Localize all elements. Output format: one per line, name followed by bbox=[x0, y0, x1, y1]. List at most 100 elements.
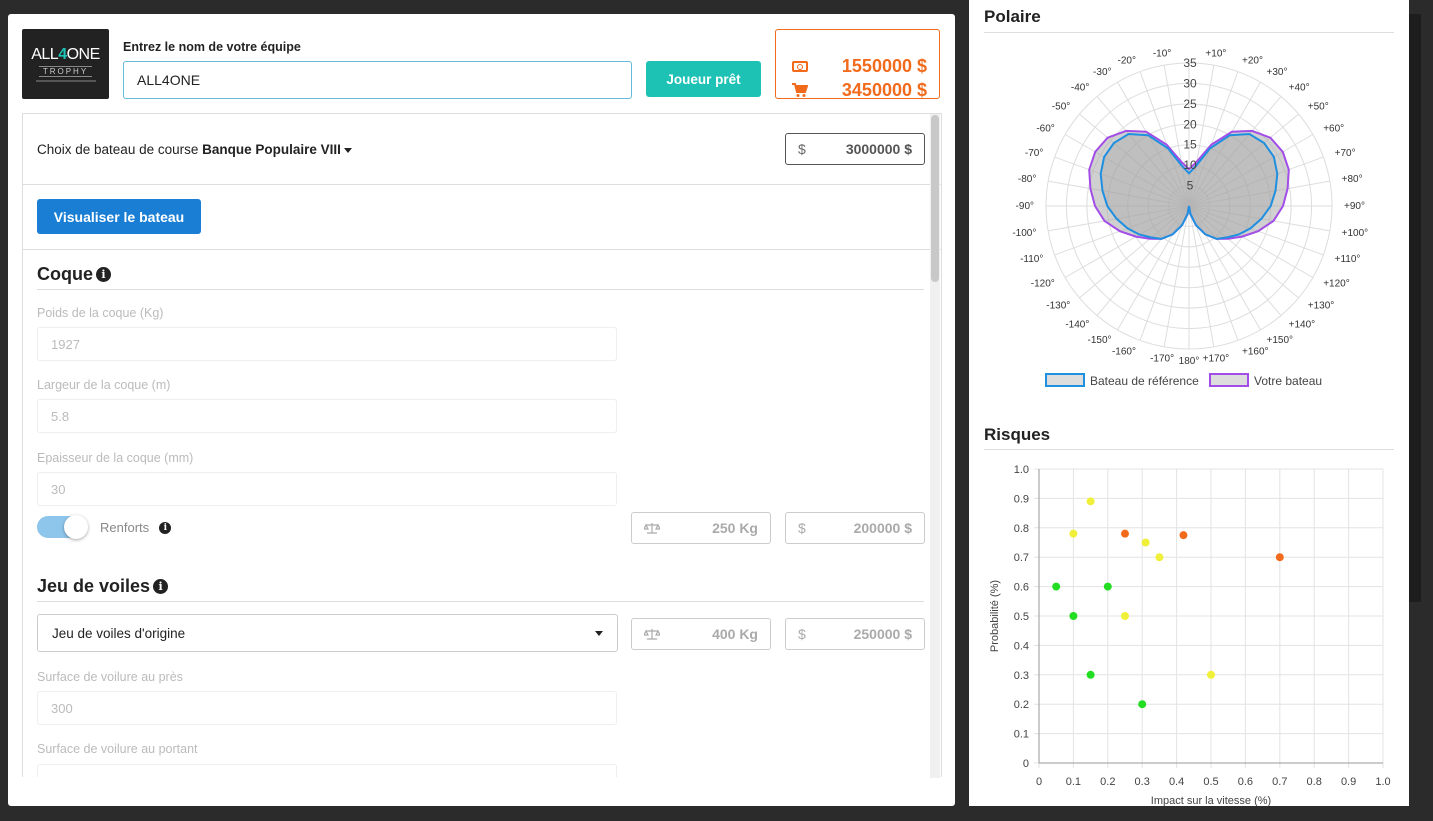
boat-choice-dropdown[interactable]: Choix de bateau de course Banque Populai… bbox=[37, 142, 352, 157]
visualise-boat-button[interactable]: Visualiser le bateau bbox=[37, 199, 201, 234]
polar-angle-label: -150° bbox=[1087, 335, 1111, 346]
caret-down-icon bbox=[343, 147, 352, 153]
legend-swatch-yours bbox=[1209, 373, 1249, 387]
risk-point bbox=[1069, 529, 1078, 538]
sails-price-field: $ 250000 $ bbox=[785, 618, 925, 650]
polar-angle-label: -40° bbox=[1071, 82, 1089, 93]
polar-angle-label: +20° bbox=[1242, 55, 1263, 66]
polar-chart: 5 10 15 20 25 30 35 180° -170° -160°-150° -140° -13… bbox=[1012, 48, 1369, 388]
x-tick-label: 0.6 bbox=[1238, 776, 1253, 788]
polar-radial-tick: 20 bbox=[1183, 117, 1197, 131]
upwind-surface-label: Surface de voilure au près bbox=[37, 670, 183, 684]
x-tick-label: 0.3 bbox=[1135, 776, 1150, 788]
risk-grid bbox=[1034, 468, 1384, 768]
player-ready-button[interactable]: Joueur prêt bbox=[646, 61, 761, 97]
cash-value: 1550000 $ bbox=[841, 55, 927, 76]
polar-angle-label: +150° bbox=[1267, 335, 1294, 346]
downwind-surface-label: Surface de voilure au portant bbox=[37, 742, 198, 756]
sails-select[interactable]: Jeu de voiles d'origine bbox=[37, 614, 618, 652]
polar-grid-spoke bbox=[1188, 205, 1215, 347]
hull-width-input[interactable]: 5.8 bbox=[37, 399, 617, 433]
polar-radial-tick: 30 bbox=[1183, 76, 1197, 90]
hull-weight-input[interactable]: 1927 bbox=[37, 327, 617, 361]
boat-choice-prefix: Choix de bateau de course bbox=[37, 142, 203, 157]
legend-label-yours: Votre bateau bbox=[1254, 374, 1322, 388]
hull-divider bbox=[37, 289, 924, 290]
x-tick-label: 0.7 bbox=[1272, 776, 1287, 788]
team-config-panel: ALL4ONE TROPHY Entrez le nom de votre éq… bbox=[8, 14, 955, 806]
team-name-input[interactable] bbox=[123, 61, 632, 99]
hull-section-title: Coque i bbox=[37, 264, 111, 285]
upwind-surface-input[interactable]: 300 bbox=[37, 691, 617, 725]
balance-scale-icon bbox=[644, 523, 660, 534]
x-tick-label: 0.4 bbox=[1169, 776, 1184, 788]
hull-thickness-label: Epaisseur de la coque (mm) bbox=[37, 451, 194, 465]
hull-width-label: Largeur de la coque (m) bbox=[37, 378, 171, 392]
y-tick-label: 0.3 bbox=[1014, 670, 1029, 682]
sails-weight-field: 400 Kg bbox=[631, 618, 771, 650]
dollar-icon: $ bbox=[798, 141, 806, 157]
y-tick-label: 0.4 bbox=[1014, 640, 1029, 652]
risk-point bbox=[1275, 553, 1284, 562]
sails-weight-value: 400 Kg bbox=[712, 626, 758, 642]
polar-radial-tick: 10 bbox=[1183, 158, 1197, 172]
polar-angle-label: +100° bbox=[1342, 228, 1369, 239]
y-tick-label: 0.8 bbox=[1014, 523, 1029, 535]
polar-angle-label: +110° bbox=[1335, 254, 1361, 265]
polar-angle-label: -170° bbox=[1150, 354, 1174, 365]
reinforcement-toggle[interactable] bbox=[37, 515, 88, 539]
boat-choice-value: Banque Populaire VIII bbox=[202, 142, 341, 157]
reinforcement-weight-value: 250 Kg bbox=[712, 520, 758, 536]
polar-grid-spoke bbox=[1163, 205, 1190, 347]
visualise-row: Visualiser le bateau bbox=[23, 185, 941, 250]
sails-price-value: 250000 $ bbox=[853, 626, 912, 642]
polar-angle-label: +80° bbox=[1342, 174, 1363, 185]
hull-thickness-input[interactable]: 30 bbox=[37, 472, 617, 506]
polar-angle-label: +50° bbox=[1308, 101, 1329, 112]
budget-box: 1550000 $ 3450000 $ bbox=[775, 29, 940, 100]
info-icon[interactable]: i bbox=[159, 521, 172, 534]
polar-angle-label: +60° bbox=[1323, 124, 1344, 135]
polar-angle-label: -70° bbox=[1025, 148, 1043, 159]
boat-price-field: $ 3000000 $ bbox=[785, 133, 925, 165]
caret-down-icon bbox=[595, 630, 603, 636]
reinforcement-price-value: 200000 $ bbox=[853, 520, 912, 536]
polar-angle-label: -140° bbox=[1065, 320, 1089, 331]
polar-divider bbox=[984, 32, 1394, 33]
polar-angle-label: -130° bbox=[1046, 301, 1070, 312]
polar-angle-label: -80° bbox=[1018, 174, 1036, 185]
boat-config-scroll-area[interactable]: Choix de bateau de course Banque Populai… bbox=[22, 113, 942, 777]
polar-angle-label: +10° bbox=[1205, 48, 1226, 59]
polar-title: Polaire bbox=[984, 7, 1041, 26]
polar-angle-label: -10° bbox=[1153, 48, 1171, 59]
x-tick-label: 0.9 bbox=[1341, 776, 1356, 788]
sails-title-text: Jeu de voiles bbox=[37, 576, 151, 596]
polar-angle-label: -30° bbox=[1093, 67, 1111, 78]
risk-point bbox=[1121, 529, 1129, 538]
polar-angle-label: -160° bbox=[1112, 347, 1136, 358]
info-icon[interactable]: i bbox=[153, 579, 169, 594]
polar-radial-tick: 5 bbox=[1187, 179, 1194, 193]
boat-choice-row: Choix de bateau de course Banque Populai… bbox=[23, 114, 941, 185]
logo-subtitle: TROPHY bbox=[38, 66, 93, 77]
risk-point bbox=[1052, 582, 1061, 591]
balance-scale-icon bbox=[644, 629, 660, 640]
scrollbar-thumb[interactable] bbox=[931, 115, 939, 282]
polar-radial-tick: 35 bbox=[1183, 56, 1197, 70]
scrollbar[interactable] bbox=[930, 114, 940, 778]
polar-angle-label: -60° bbox=[1036, 124, 1054, 135]
shopping-cart-icon bbox=[792, 83, 808, 97]
info-icon[interactable]: i bbox=[96, 267, 111, 282]
risk-point bbox=[1179, 531, 1188, 540]
polar-angle-label: -100° bbox=[1012, 228, 1036, 239]
legend-swatch-reference bbox=[1045, 373, 1085, 387]
legend-label-reference: Bateau de référence bbox=[1090, 374, 1199, 388]
spent-value: 3450000 $ bbox=[841, 79, 927, 100]
toggle-knob bbox=[64, 515, 88, 539]
polar-angle-label: +160° bbox=[1242, 347, 1269, 358]
polar-series-reference bbox=[1099, 132, 1279, 240]
downwind-surface-input[interactable] bbox=[37, 764, 617, 777]
x-tick-label: 0.8 bbox=[1307, 776, 1322, 788]
polar-radial-tick: 25 bbox=[1183, 97, 1197, 111]
risks-divider bbox=[984, 449, 1394, 450]
